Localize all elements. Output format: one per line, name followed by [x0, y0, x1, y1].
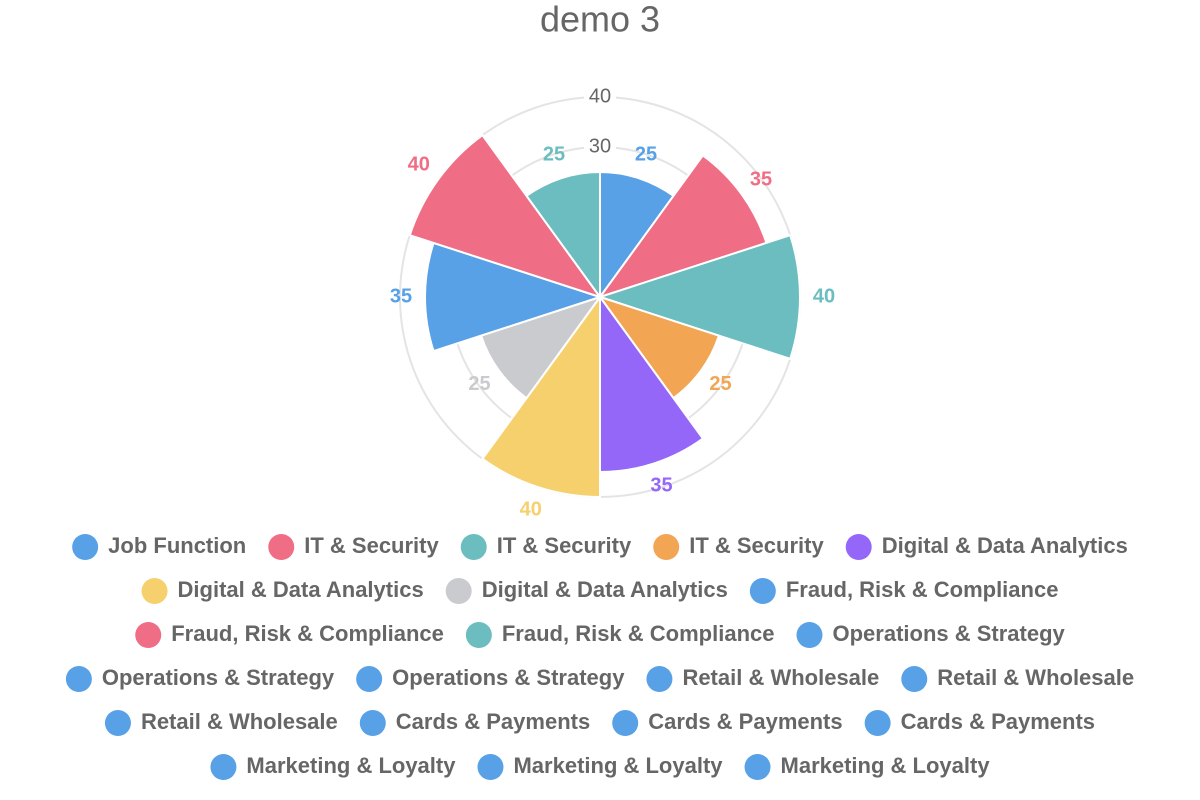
- legend-label: Fraud, Risk & Compliance: [786, 577, 1059, 602]
- legend-label: Operations & Strategy: [392, 665, 625, 690]
- wedge: [424, 241, 604, 353]
- legend-swatch: [72, 534, 99, 560]
- data-label: 40: [813, 285, 835, 307]
- legend-item: Cards & Payments: [612, 709, 843, 736]
- legend-swatch: [445, 578, 472, 604]
- legend-label: IT & Security: [304, 533, 439, 558]
- legend-item: Digital & Data Analytics: [845, 533, 1128, 560]
- legend-item: Digital & Data Analytics: [445, 577, 728, 604]
- legend-swatch: [104, 710, 131, 736]
- legend-item: Fraud, Risk & Compliance: [749, 577, 1059, 604]
- legend-item: Marketing & Loyalty: [477, 753, 723, 780]
- legend-swatch: [646, 666, 673, 692]
- legend-item: IT & Security: [460, 533, 632, 560]
- legend-swatch: [210, 754, 237, 780]
- tick-backdrop: [584, 85, 616, 109]
- legend-item: IT & Security: [268, 533, 439, 560]
- legend-swatch: [359, 710, 386, 736]
- legend-label: IT & Security: [497, 533, 632, 558]
- data-label: 25: [635, 144, 657, 166]
- legend-item: Operations & Strategy: [796, 621, 1066, 648]
- legend-label: Marketing & Loyalty: [246, 753, 456, 778]
- legend-swatch: [796, 622, 823, 648]
- legend-label: Digital & Data Analytics: [482, 577, 728, 602]
- legend-label: Digital & Data Analytics: [882, 533, 1128, 558]
- legend-label: IT & Security: [689, 533, 824, 558]
- legend-item: Fraud, Risk & Compliance: [135, 621, 444, 648]
- wedge: [479, 295, 603, 400]
- wedge: [408, 133, 603, 299]
- legend-item: IT & Security: [653, 533, 824, 560]
- legend-item: Retail & Wholesale: [901, 665, 1134, 692]
- legend-item: Operations & Strategy: [65, 665, 335, 692]
- wedge: [599, 170, 675, 301]
- legend-swatch: [135, 622, 162, 648]
- wedge: [599, 293, 705, 474]
- data-label: 40: [408, 154, 430, 176]
- legend-swatch: [744, 754, 771, 780]
- legend-label: Digital & Data Analytics: [178, 577, 424, 602]
- legend-item: Digital & Data Analytics: [141, 577, 424, 604]
- legend-item: Operations & Strategy: [356, 665, 625, 692]
- legend-label: Retail & Wholesale: [682, 665, 879, 690]
- data-label: 35: [650, 475, 672, 497]
- data-label: 40: [520, 498, 542, 520]
- legend-swatch: [749, 578, 776, 604]
- legend-label: Marketing & Loyalty: [513, 753, 723, 778]
- data-label: 35: [390, 285, 412, 307]
- legend-item: Retail & Wholesale: [646, 665, 879, 692]
- legend-swatch: [268, 534, 295, 560]
- data-label: 25: [468, 373, 490, 395]
- wedge: [481, 293, 601, 499]
- data-label: 35: [750, 168, 772, 190]
- legend-swatch: [65, 666, 92, 692]
- legend-swatch: [356, 666, 383, 692]
- r-tick-label: 40: [589, 85, 611, 107]
- legend-item: Fraud, Risk & Compliance: [465, 621, 775, 648]
- wedge: [596, 233, 801, 361]
- data-label: 25: [709, 373, 731, 395]
- legend-item: Marketing & Loyalty: [210, 753, 456, 780]
- legend-swatch: [612, 710, 639, 736]
- legend-swatch: [845, 534, 872, 560]
- legend-label: Job Function: [108, 533, 246, 558]
- legend-swatch: [460, 534, 487, 560]
- wedge: [597, 154, 768, 299]
- legend-label: Cards & Payments: [648, 709, 842, 734]
- legend-label: Operations & Strategy: [832, 621, 1065, 646]
- r-tick-label: 30: [589, 135, 611, 157]
- legend-label: Cards & Payments: [396, 709, 590, 734]
- legend-swatch: [653, 534, 680, 560]
- legend-swatch: [141, 578, 168, 604]
- legend-swatch: [864, 710, 891, 736]
- tick-backdrop: [584, 135, 616, 159]
- legend-label: Retail & Wholesale: [937, 665, 1134, 690]
- legend-item: Retail & Wholesale: [104, 709, 338, 736]
- legend-label: Fraud, Risk & Compliance: [502, 621, 775, 646]
- wedge: [597, 295, 721, 400]
- legend-label: Retail & Wholesale: [141, 709, 338, 734]
- data-label: 25: [543, 144, 565, 166]
- legend-swatch: [901, 666, 928, 692]
- wedge: [525, 170, 601, 301]
- legend-item: Marketing & Loyalty: [744, 753, 991, 780]
- legend-label: Fraud, Risk & Compliance: [171, 621, 444, 646]
- legend-item: Cards & Payments: [359, 709, 590, 736]
- legend-label: Cards & Payments: [901, 709, 1095, 734]
- legend-item: Cards & Payments: [864, 709, 1095, 736]
- legend-label: Operations & Strategy: [102, 665, 335, 690]
- legend-swatch: [465, 622, 492, 648]
- chart-title: demo 3: [540, 0, 660, 40]
- legend-item: Job Function: [72, 533, 246, 560]
- legend-label: Marketing & Loyalty: [781, 753, 991, 778]
- legend-swatch: [477, 754, 504, 780]
